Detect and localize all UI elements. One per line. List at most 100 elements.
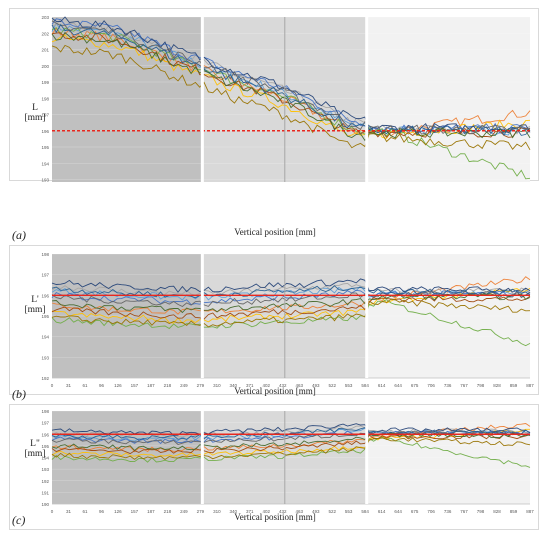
x-tick-label: 522	[328, 383, 336, 388]
zone-band	[366, 17, 530, 182]
x-tick-label: 218	[164, 383, 172, 388]
x-tick-label: 675	[411, 509, 419, 514]
x-tick-label: 767	[460, 383, 468, 388]
x-tick-label: 31	[66, 509, 72, 514]
x-axis-label-c: Vertical position [mm]	[234, 512, 316, 522]
x-tick-label: 493	[312, 383, 320, 388]
y-tick-label: 196	[41, 293, 49, 298]
series-line	[51, 299, 531, 347]
chart-plot-a: 1911921931941951961971981992002012022030…	[41, 15, 531, 183]
x-tick-label: 126	[114, 383, 122, 388]
series-line	[51, 425, 531, 439]
y-tick-label: 195	[41, 314, 49, 319]
x-tick-label: 644	[394, 509, 402, 514]
x-tick-label: 371	[246, 509, 254, 514]
y-tick-label: 192	[41, 376, 49, 381]
x-tick-label: 675	[411, 383, 419, 388]
series-line	[51, 428, 530, 458]
x-tick-label: 218	[164, 509, 172, 514]
x-tick-label: 859	[510, 383, 518, 388]
y-tick-label: 191	[41, 490, 49, 495]
x-tick-label: 798	[477, 383, 485, 388]
series-line	[51, 436, 531, 468]
x-tick-label: 614	[378, 509, 386, 514]
x-tick-label: 493	[312, 509, 320, 514]
x-tick-label: 187	[147, 509, 155, 514]
x-tick-label: 463	[295, 383, 303, 388]
x-tick-label: 187	[147, 383, 155, 388]
series-line	[51, 285, 531, 299]
series-line	[51, 278, 531, 294]
series-line	[51, 44, 531, 151]
x-tick-label: 31	[66, 383, 72, 388]
x-tick-label: 0	[51, 383, 54, 388]
x-tick-label: 828	[493, 383, 501, 388]
x-tick-label: 553	[345, 509, 353, 514]
series-line	[51, 423, 531, 436]
series-line	[51, 27, 531, 137]
y-tick-label: 199	[41, 80, 49, 85]
x-tick-label: 614	[378, 383, 386, 388]
panel-label-a: (a)	[12, 228, 26, 242]
series-line	[51, 20, 531, 135]
x-tick-label: 706	[427, 509, 435, 514]
chart-panel-c: 190 191 192 193 194 195 196 197 198 0 31 61 96 126 157…	[9, 404, 539, 530]
series-line	[51, 295, 531, 320]
x-tick-label: 310	[213, 509, 221, 514]
y-tick-label: 197	[41, 273, 49, 278]
y-tick-label: 193	[41, 467, 49, 472]
panel-label-c: (c)	[12, 513, 26, 527]
series-line	[51, 433, 531, 455]
y-axis-label-c-symbol: L"	[30, 439, 40, 449]
series-line	[51, 298, 531, 328]
y-axis-label-b-unit: [mm]	[24, 305, 46, 315]
y-tick-label: 193	[41, 178, 49, 183]
x-tick-label: 310	[213, 383, 221, 388]
y-tick-label: 190	[41, 502, 49, 507]
y-tick-label: 196	[41, 129, 49, 134]
x-tick-label: 340	[230, 509, 238, 514]
series-line	[51, 427, 531, 441]
chart-panel-b: 192 193 194 195 196 197 198 0 31 61 96 126 157 187 218…	[9, 245, 539, 401]
x-tick-label: 798	[477, 509, 485, 514]
chart-panel-a: 1911921931941951961971981992002012022030…	[9, 8, 539, 242]
x-tick-label: 767	[460, 509, 468, 514]
x-tick-label: 887	[526, 383, 534, 388]
y-tick-label: 197	[41, 421, 49, 426]
x-tick-label: 463	[295, 509, 303, 514]
x-tick-label: 157	[131, 383, 139, 388]
y-axis-label-c: L" [mm]	[20, 439, 50, 459]
x-tick-label: 0	[51, 509, 54, 514]
x-tick-label: 432	[279, 383, 287, 388]
chart-plot-b: 192 193 194 195 196 197 198 0 31 61 96 126 157 187 218…	[41, 252, 534, 388]
x-tick-label: 736	[444, 383, 452, 388]
y-tick-label: 198	[41, 252, 49, 257]
x-tick-label: 736	[444, 509, 452, 514]
y-axis-label-a: L [mm]	[20, 103, 50, 123]
x-tick-label: 61	[82, 509, 88, 514]
y-axis-label-a-unit: [mm]	[24, 113, 46, 123]
series-line	[51, 285, 531, 301]
y-axis-label-b-symbol: L'	[31, 295, 39, 305]
x-tick-label: 887	[526, 509, 534, 514]
x-tick-label: 584	[361, 383, 369, 388]
series-line	[51, 27, 531, 180]
x-tick-label: 96	[99, 383, 105, 388]
series-line	[51, 34, 531, 139]
x-tick-label: 828	[493, 509, 501, 514]
x-tick-label: 96	[99, 509, 105, 514]
x-tick-label: 584	[361, 509, 369, 514]
x-tick-label: 126	[114, 509, 122, 514]
x-tick-label: 279	[197, 383, 205, 388]
x-tick-label: 402	[263, 383, 271, 388]
x-tick-label: 644	[394, 383, 402, 388]
y-tick-label: 198	[41, 409, 49, 414]
series-line	[51, 23, 531, 136]
y-axis-label-b: L' [mm]	[20, 295, 50, 315]
zone-band	[366, 254, 530, 378]
x-tick-label: 157	[131, 509, 139, 514]
panel-label-b: (b)	[12, 387, 26, 401]
x-tick-label: 371	[246, 383, 254, 388]
series-line	[51, 18, 531, 135]
y-tick-label: 195	[41, 145, 49, 150]
